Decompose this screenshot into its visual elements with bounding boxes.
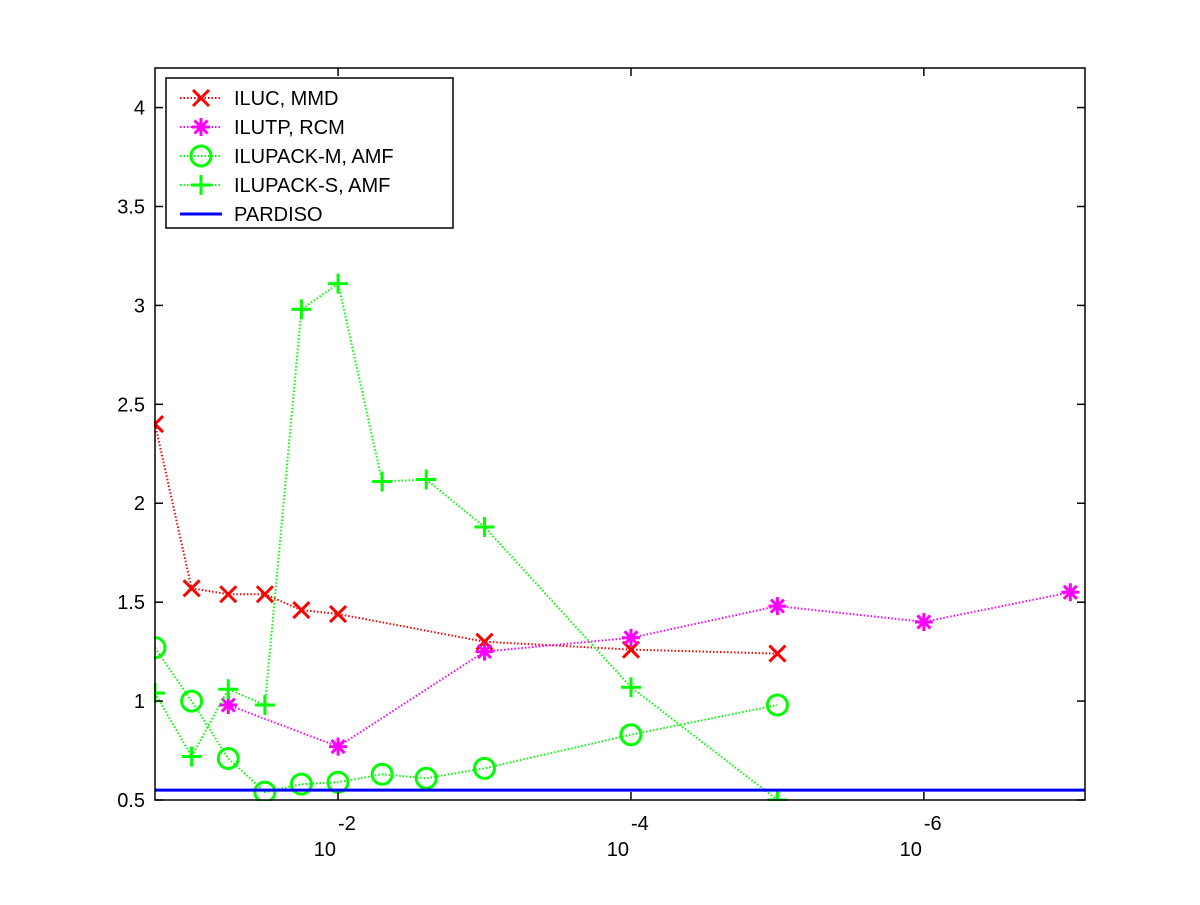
y-tick-label: 3 bbox=[134, 295, 145, 317]
data-point-ilupack-m-amf-4 bbox=[289, 772, 313, 796]
data-point-ilupack-s-amf-5 bbox=[328, 273, 349, 294]
data-point-ilutp-rcm-2 bbox=[475, 642, 494, 661]
legend-box bbox=[165, 77, 454, 229]
data-point-ilupack-s-amf-7 bbox=[416, 469, 437, 490]
y-tick-label: 2 bbox=[134, 493, 145, 515]
data-point-ilupack-m-amf-8 bbox=[473, 756, 497, 780]
data-point-ilupack-m-amf-3 bbox=[253, 780, 277, 801]
legend-marker-ilupack-m-amf bbox=[189, 144, 213, 168]
legend-label-iluc-mmd: ILUC, MMD bbox=[234, 88, 338, 110]
data-point-iluc-mmd-8 bbox=[768, 644, 787, 663]
data-point-ilutp-rcm-1 bbox=[329, 737, 348, 756]
data-point-ilupack-s-amf-4 bbox=[291, 299, 312, 320]
series-ilupack-m-amf bbox=[154, 636, 789, 801]
data-point-ilutp-rcm-0 bbox=[219, 696, 238, 715]
y-tick-label: 1.5 bbox=[117, 592, 145, 614]
legend-label-pardiso: PARDISO bbox=[234, 204, 323, 226]
data-point-iluc-mmd-2 bbox=[219, 585, 238, 604]
y-tick-label: 1 bbox=[134, 691, 145, 713]
legend: ILUC, MMD ILUTP, RCM ILUPACK-M, AMF ILUPACK… bbox=[165, 77, 454, 229]
y-tick-label: 0.5 bbox=[117, 790, 145, 812]
x-tick-label-base: 10 bbox=[900, 839, 922, 861]
legend-marker-ilupack-s-amf bbox=[191, 175, 211, 195]
series-line-ilupack-s-amf bbox=[154, 281, 779, 801]
data-point-ilutp-rcm-4 bbox=[768, 597, 787, 616]
legend-label-ilupack-s-amf: ILUPACK-S, AMF bbox=[234, 175, 390, 197]
legend-marker-ilutp-rcm bbox=[192, 118, 210, 136]
x-tick-label-exponent: -4 bbox=[631, 813, 649, 835]
legend-label-ilupack-m-amf: ILUPACK-M, AMF bbox=[234, 146, 394, 168]
legend-label-ilutp-rcm: ILUTP, RCM bbox=[234, 117, 345, 139]
data-point-iluc-mmd-3 bbox=[255, 585, 274, 604]
legend-marker-iluc-mmd bbox=[191, 88, 211, 108]
y-tick-label: 3.5 bbox=[117, 196, 145, 218]
data-point-ilupack-m-amf-6 bbox=[370, 762, 394, 786]
y-tick-label: 2.5 bbox=[117, 394, 145, 416]
data-point-ilutp-rcm-5 bbox=[914, 612, 933, 631]
data-point-ilupack-m-amf-9 bbox=[619, 723, 643, 747]
plot-frame bbox=[154, 67, 1086, 801]
data-point-ilutp-rcm-6 bbox=[1061, 583, 1080, 602]
y-tick-label: 4 bbox=[134, 98, 145, 120]
series-layer bbox=[154, 273, 1085, 801]
data-point-iluc-mmd-4 bbox=[292, 601, 311, 620]
data-point-ilupack-s-amf-9 bbox=[620, 677, 641, 698]
x-tick-label-base: 10 bbox=[607, 839, 629, 861]
data-point-ilupack-s-amf-2 bbox=[218, 679, 239, 700]
series-ilutp-rcm bbox=[219, 583, 1080, 756]
data-point-ilupack-s-amf-3 bbox=[254, 695, 275, 716]
data-point-ilupack-s-amf-8 bbox=[474, 516, 495, 537]
x-tick-label-base: 10 bbox=[314, 839, 336, 861]
x-tick-label-exponent: -2 bbox=[338, 813, 356, 835]
data-point-ilupack-s-amf-6 bbox=[372, 471, 393, 492]
data-point-ilupack-s-amf-1 bbox=[181, 746, 202, 767]
data-point-ilupack-m-amf-1 bbox=[180, 689, 204, 713]
data-point-ilupack-m-amf-7 bbox=[414, 766, 438, 790]
data-point-ilupack-m-amf-10 bbox=[765, 693, 789, 717]
x-tick-label-exponent: -6 bbox=[924, 813, 942, 835]
data-point-ilutp-rcm-3 bbox=[621, 628, 640, 647]
data-point-iluc-mmd-1 bbox=[182, 579, 201, 598]
series-line-ilupack-m-amf bbox=[154, 647, 778, 794]
data-point-ilupack-m-amf-2 bbox=[216, 746, 240, 770]
data-point-iluc-mmd-5 bbox=[328, 604, 348, 624]
